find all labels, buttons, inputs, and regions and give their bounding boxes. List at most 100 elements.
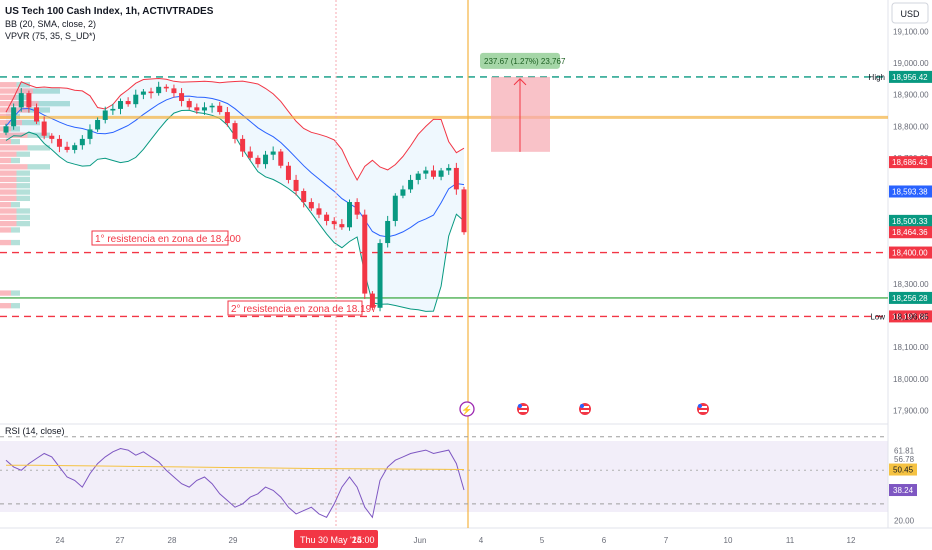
volume-profile-bar-down: [0, 214, 17, 220]
candle-body: [293, 179, 299, 191]
candle-body: [461, 189, 467, 233]
volume-profile-bar-down: [0, 151, 17, 157]
volume-profile-bar-up: [16, 208, 30, 214]
volume-profile-bar-up: [11, 138, 20, 145]
volume-profile-bar-down: [0, 189, 17, 195]
candle-body: [11, 107, 17, 127]
volume-profile-bar-up: [22, 119, 40, 126]
volume-profile-bar-up: [11, 290, 20, 296]
candle-body: [278, 151, 284, 166]
candle-body: [179, 93, 185, 102]
currency-button[interactable]: [891, 2, 929, 24]
volume-profile-bar-up: [16, 220, 30, 227]
candle-body: [26, 93, 32, 108]
rsi-ma-line: [6, 464, 465, 470]
price-tick-label: 18,100.00: [893, 343, 929, 352]
price-badge-value: 18,196.85: [893, 313, 929, 322]
candle-body: [201, 107, 207, 111]
volume-profile-bar-up: [16, 82, 30, 88]
candle-body: [438, 170, 444, 177]
us-flag-event-icon[interactable]: [579, 403, 591, 415]
volume-profile-bar-down: [0, 290, 11, 296]
rsi-badge-box: [889, 463, 917, 476]
volume-profile-bar-down: [0, 202, 11, 208]
volume-profile-bar-up: [27, 145, 50, 151]
candle-body: [41, 121, 47, 136]
rsi-badge-value: 50.45: [893, 466, 914, 475]
bb-upper-line: [5, 77, 465, 182]
price-badge-tag: Low: [870, 313, 885, 322]
target-projection[interactable]: 237.67 (1.27%) 23,767: [480, 52, 566, 152]
price-tick-label: 18,000.00: [893, 375, 929, 384]
rsi-band: [0, 441, 888, 512]
bb-indicator-label[interactable]: BB (20, SMA, close, 2): [5, 19, 96, 29]
rsi-pane[interactable]: [0, 436, 888, 519]
rsi-line[interactable]: [5, 447, 465, 519]
volume-profile-bar-up: [16, 195, 30, 202]
time-tick-label: 28: [168, 536, 177, 545]
rsi-indicator-label[interactable]: RSI (14, close): [5, 426, 65, 436]
volume-profile-bar-up: [16, 176, 30, 183]
candle-body: [3, 126, 9, 133]
volume-profile-bar-down: [0, 164, 28, 170]
price-badge-value: 18,956.42: [892, 73, 928, 82]
candle-body: [171, 88, 177, 94]
earnings-event-icon[interactable]: ⚡: [459, 401, 475, 417]
candle-body: [156, 86, 162, 94]
candle-body: [301, 190, 307, 203]
price-badge-value: 18,256.28: [892, 294, 928, 303]
time-tick-label: 29: [229, 536, 238, 545]
volume-profile-bar-down: [0, 208, 17, 214]
candle-body: [125, 101, 131, 105]
volume-profile-bar-down: [0, 220, 17, 227]
volume-profile-bar-down: [0, 303, 11, 309]
candle-body: [423, 170, 429, 174]
resistance-1-box[interactable]: [91, 230, 229, 246]
volume-profile-bar-up: [16, 151, 30, 157]
price-tick-label: 17,900.00: [893, 406, 929, 415]
price-badge-value: 18,593.38: [892, 187, 928, 196]
candle-body: [362, 214, 368, 294]
candle-body: [95, 119, 101, 130]
volume-profile-bar-down: [0, 119, 22, 126]
candle-body: [339, 224, 345, 228]
price-pane[interactable]: [0, 0, 888, 423]
volume-profile-bar-up: [16, 189, 30, 195]
volume-profile-bar-down: [0, 239, 11, 246]
price-tick-label: 18,800.00: [893, 122, 929, 131]
time-axis[interactable]: 24 27 28 29 Jun 4 5 6 7 10 11 12: [56, 536, 856, 545]
volume-profile-bar-down: [0, 82, 17, 88]
candle-body: [133, 94, 139, 105]
candle-body: [247, 151, 253, 158]
us-flag-event-icon[interactable]: [517, 403, 529, 415]
time-tick-label: 10: [724, 536, 733, 545]
resistance-2-box[interactable]: [227, 300, 363, 316]
symbol-title: US Tech 100 Cash Index, 1h, ACTIVTRADES: [5, 6, 214, 17]
us-flag-event-icon[interactable]: [697, 403, 709, 415]
target-arrow-head: [513, 78, 527, 86]
candle-body: [224, 112, 230, 124]
time-tick-label: Jun: [414, 536, 427, 545]
time-tick-label: 12: [847, 536, 856, 545]
crosshair-time-label: 15:00: [352, 535, 375, 545]
candle-body: [255, 157, 261, 165]
price-axis[interactable]: 19,100.0019,000.0018,900.0018,800.0018,7…: [869, 28, 932, 416]
candle-body: [87, 129, 93, 139]
bb-fill: [6, 78, 464, 312]
candle-body: [400, 189, 406, 196]
price-badge-value: 18,686.43: [892, 158, 928, 167]
volume-profile-bar-up: [27, 164, 50, 170]
volume-profile-bar-up: [38, 101, 70, 107]
vpvr-indicator-label[interactable]: VPVR (75, 35, S_UD*): [5, 31, 96, 41]
candle-body: [263, 154, 269, 165]
candle-body: [392, 195, 398, 221]
target-label: 237.67 (1.27%) 23,767: [484, 57, 566, 66]
rsi-tick-label: 20.00: [894, 517, 915, 526]
candle-body: [56, 138, 62, 147]
time-tick-label: 4: [479, 536, 484, 545]
price-badge-value: 18,197.66: [892, 312, 928, 321]
crosshair-time-badge: [294, 530, 378, 548]
price-tick-label: 19,100.00: [893, 28, 929, 37]
price-badge-box: [889, 185, 932, 198]
